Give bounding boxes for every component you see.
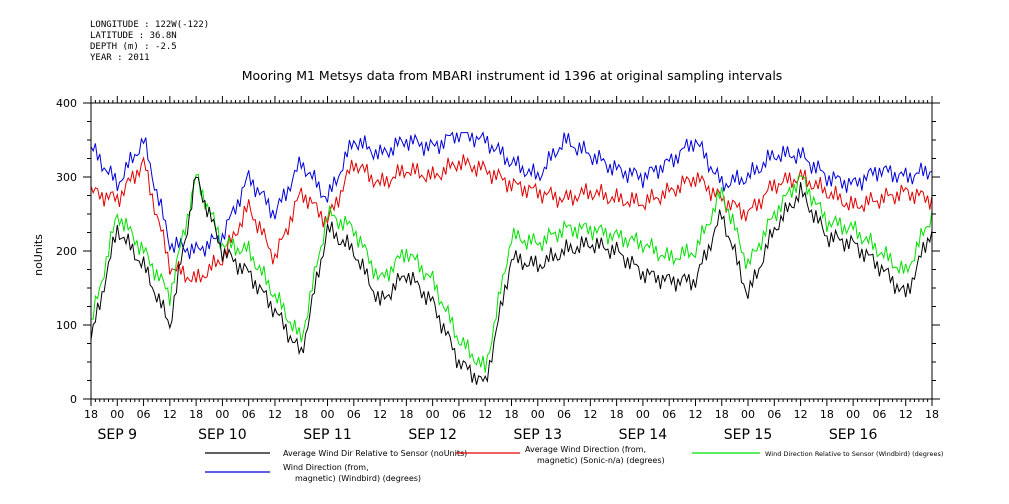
meta-year: YEAR : 2011	[90, 53, 150, 63]
x-day-label: SEP 13	[514, 427, 562, 443]
x-tick-label: 18	[505, 408, 519, 421]
x-tick-label: 06	[347, 408, 361, 421]
x-day-label: SEP 11	[303, 427, 351, 443]
x-tick-label: 06	[767, 408, 781, 421]
x-tick-label: 00	[531, 408, 545, 421]
x-tick-label: 00	[741, 408, 755, 421]
x-tick-label: 06	[662, 408, 676, 421]
x-tick-label: 18	[925, 408, 939, 421]
x-tick-label: 00	[110, 408, 124, 421]
x-tick-label: 18	[294, 408, 308, 421]
legend-label-1: Average Wind Dir Relative to Sensor (noU…	[283, 449, 467, 458]
x-tick-label: 12	[794, 408, 808, 421]
x-tick-label: 06	[137, 408, 151, 421]
legend-label-3: Wind Direction Relative to Sensor (Windb…	[765, 450, 943, 458]
x-tick-label: 18	[84, 408, 98, 421]
x-tick-label: 12	[899, 408, 913, 421]
y-tick-label: 0	[70, 393, 77, 406]
series-line-4	[90, 131, 933, 260]
legend-label-2-cont: magnetic) (Sonic-n/a) (degrees)	[537, 456, 665, 465]
x-tick-label: 00	[215, 408, 229, 421]
x-tick-label: 00	[321, 408, 335, 421]
x-tick-label: 18	[715, 408, 729, 421]
meta-longitude: LONGITUDE : 122W(-122)	[90, 20, 210, 30]
x-tick-label: 06	[872, 408, 886, 421]
x-tick-label: 18	[189, 408, 203, 421]
x-tick-label: 12	[688, 408, 702, 421]
x-tick-label: 12	[268, 408, 282, 421]
plot-frame	[90, 102, 933, 400]
x-tick-label: 00	[636, 408, 650, 421]
series-line-2	[90, 154, 933, 284]
y-axis-label: noUnits	[32, 234, 45, 276]
x-day-label: SEP 16	[829, 427, 878, 443]
x-tick-label: 12	[163, 408, 177, 421]
x-day-label: SEP 15	[724, 427, 772, 443]
x-day-label: SEP 10	[198, 427, 246, 443]
x-tick-label: 12	[478, 408, 492, 421]
legend-label-4: Wind Direction (from,	[283, 463, 369, 472]
x-tick-label: 12	[583, 408, 597, 421]
legend-label-4-cont: magnetic) (Windbird) (degrees)	[295, 474, 421, 483]
x-tick-label: 18	[399, 408, 413, 421]
x-tick-label: 12	[373, 408, 387, 421]
y-tick-label: 100	[56, 319, 77, 332]
y-tick-label: 300	[56, 171, 77, 184]
x-tick-label: 06	[557, 408, 571, 421]
meta-latitude: LATITUDE : 36.8N	[90, 31, 177, 41]
x-tick-label: 00	[426, 408, 440, 421]
y-tick-label: 400	[56, 97, 77, 110]
meta-depth: DEPTH (m) : -2.5	[90, 42, 177, 52]
chart-title: Mooring M1 Metsys data from MBARI instru…	[242, 68, 783, 83]
x-tick-label: 06	[452, 408, 466, 421]
legend-label-2: Average Wind Direction (from,	[525, 445, 646, 454]
x-tick-label: 06	[242, 408, 256, 421]
x-day-label: SEP 9	[98, 427, 138, 443]
series-line-1	[90, 176, 933, 385]
x-tick-label: 18	[610, 408, 624, 421]
series-line-3	[90, 174, 933, 373]
x-tick-label: 18	[820, 408, 834, 421]
x-tick-label: 00	[846, 408, 860, 421]
y-tick-label: 200	[56, 245, 77, 258]
x-day-label: SEP 14	[619, 427, 668, 443]
x-day-label: SEP 12	[408, 427, 456, 443]
